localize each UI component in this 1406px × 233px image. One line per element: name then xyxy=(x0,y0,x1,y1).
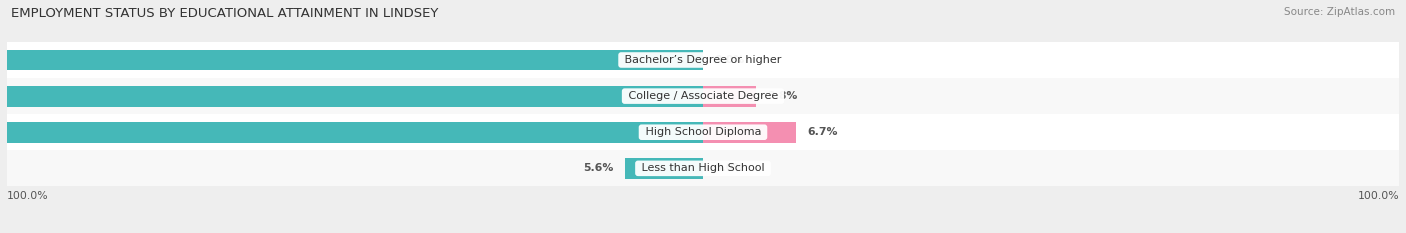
Bar xyxy=(0,86,703,106)
Bar xyxy=(0,50,703,70)
Text: College / Associate Degree: College / Associate Degree xyxy=(624,91,782,101)
Text: High School Diploma: High School Diploma xyxy=(641,127,765,137)
Text: Bachelor’s Degree or higher: Bachelor’s Degree or higher xyxy=(621,55,785,65)
Text: 5.6%: 5.6% xyxy=(583,163,614,173)
Text: 100.0%: 100.0% xyxy=(7,191,49,201)
Text: 0.0%: 0.0% xyxy=(714,163,744,173)
Text: Source: ZipAtlas.com: Source: ZipAtlas.com xyxy=(1284,7,1395,17)
Bar xyxy=(7,42,1399,78)
Text: 100.0%: 100.0% xyxy=(1357,191,1399,201)
Bar xyxy=(0,122,703,143)
Bar xyxy=(626,158,703,179)
Text: 3.8%: 3.8% xyxy=(768,91,797,101)
Bar xyxy=(703,86,756,106)
Bar xyxy=(7,150,1399,186)
Bar xyxy=(7,114,1399,150)
Bar xyxy=(7,78,1399,114)
Text: Less than High School: Less than High School xyxy=(638,163,768,173)
Bar xyxy=(703,122,796,143)
Text: EMPLOYMENT STATUS BY EDUCATIONAL ATTAINMENT IN LINDSEY: EMPLOYMENT STATUS BY EDUCATIONAL ATTAINM… xyxy=(11,7,439,20)
Text: 0.0%: 0.0% xyxy=(714,55,744,65)
Text: 6.7%: 6.7% xyxy=(807,127,838,137)
